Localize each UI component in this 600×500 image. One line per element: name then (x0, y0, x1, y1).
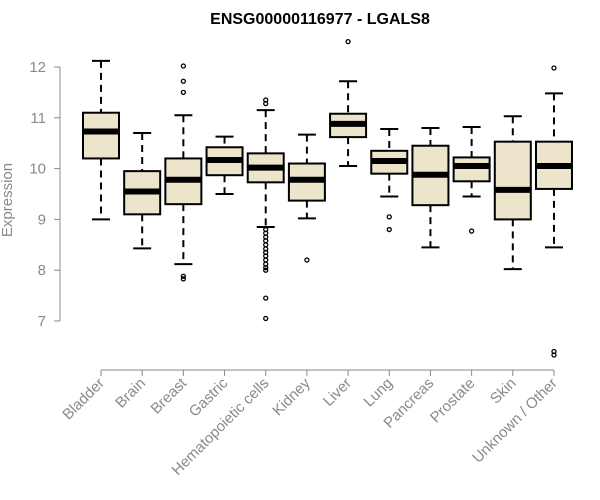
x-tick-label: Breast (148, 374, 191, 417)
outlier-point (263, 230, 269, 236)
iqr-box (493, 140, 532, 221)
outlier-point (263, 265, 269, 271)
box-series (82, 38, 573, 358)
box-pancreas (411, 126, 450, 249)
outlier-point (345, 38, 351, 45)
outlier-point (263, 267, 269, 273)
box-brain (123, 132, 162, 250)
y-tick-label: 11 (30, 110, 46, 127)
box-liver (329, 38, 368, 168)
outlier-point (263, 238, 269, 244)
box-breast (164, 63, 203, 282)
x-tick-label: Bladder (59, 375, 108, 424)
outlier-point (386, 214, 392, 220)
outlier-point (263, 295, 269, 301)
outlier-point (551, 352, 557, 358)
y-tick-label: 8 (38, 262, 46, 279)
outlier-point (263, 242, 269, 248)
box-unknown-other (534, 65, 573, 358)
outlier-point (180, 276, 187, 282)
x-tick-label: Brain (112, 375, 149, 412)
iqr-box (82, 111, 120, 160)
box-hematopoietic-cells (246, 97, 285, 322)
box-kidney (287, 133, 326, 263)
box-gastric (205, 135, 244, 195)
y-tick-label: 9 (38, 211, 46, 228)
x-tick-label: Liver (320, 375, 355, 410)
outlier-point (180, 63, 187, 69)
outlier-point (263, 257, 269, 263)
box-skin (493, 115, 532, 271)
box-prostate (452, 125, 491, 234)
x-tick-label: Lung (360, 375, 396, 411)
y-tick-label: 10 (29, 161, 46, 178)
y-tick-label: 7 (38, 313, 46, 330)
outlier-point (180, 89, 187, 96)
outlier-point (180, 78, 187, 84)
y-tick-label: 12 (29, 59, 46, 76)
outlier-point (263, 100, 269, 107)
outlier-point (263, 253, 269, 259)
x-tick-label: Skin (487, 375, 520, 408)
y-axis: 7 8 9 10 11 12 (29, 59, 61, 330)
outlier-point (551, 65, 557, 71)
outlier-point (468, 228, 475, 234)
x-tick-label: Kidney (269, 374, 314, 419)
outlier-point (180, 273, 187, 279)
outlier-point (304, 257, 310, 263)
box-lung (370, 127, 409, 233)
chart-title: ENSG00000116977 - LGALS8 (210, 11, 430, 28)
iqr-box (452, 156, 491, 183)
box-bladder (82, 59, 120, 221)
y-axis-label: Expression (0, 163, 16, 237)
x-tick-label: Prostate (427, 375, 479, 427)
outlier-point (263, 315, 269, 322)
outlier-point (386, 226, 392, 233)
